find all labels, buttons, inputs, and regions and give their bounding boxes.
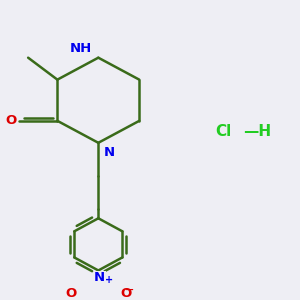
Text: —H: —H [243, 124, 271, 139]
Text: Cl: Cl [215, 124, 232, 139]
Text: N: N [94, 271, 105, 284]
Text: O: O [120, 287, 131, 300]
Text: NH: NH [70, 42, 92, 55]
Text: +: + [105, 274, 113, 284]
Text: N: N [104, 146, 115, 158]
Text: O: O [65, 287, 76, 300]
Text: O: O [5, 114, 16, 127]
Text: −: − [125, 285, 135, 295]
